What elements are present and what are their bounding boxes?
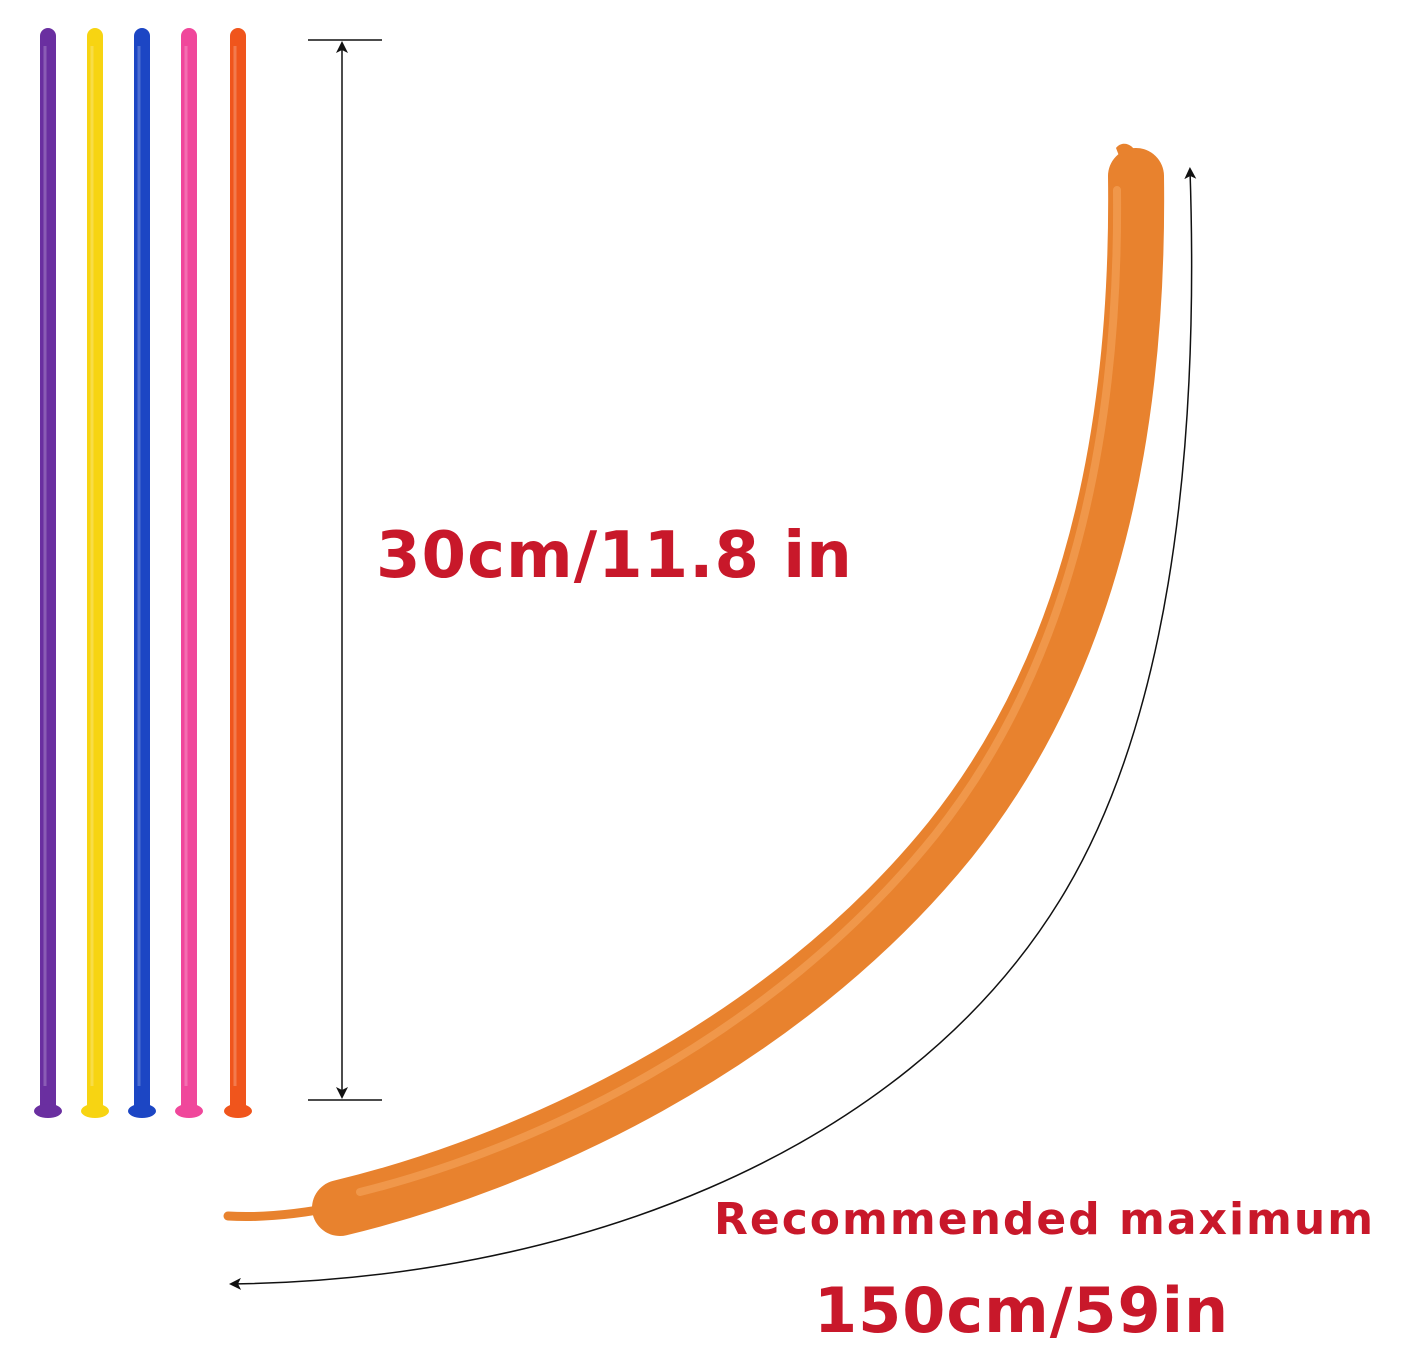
- deflated-balloon-neck: [34, 1104, 62, 1118]
- deflated-balloon-pink: [175, 28, 203, 1118]
- deflated-balloons-group: [34, 28, 252, 1118]
- deflated-balloon-yellow: [81, 28, 109, 1118]
- deflated-balloon-neck: [224, 1104, 252, 1118]
- height-measurement: [308, 39, 382, 1101]
- recommended-maximum-caption: Recommended maximum: [714, 1194, 1376, 1245]
- deflated-balloon-purple: [34, 28, 62, 1118]
- curved-length-arrow: [229, 167, 1197, 1290]
- balloon-knot: [1116, 143, 1142, 174]
- deflated-balloon-neck: [128, 1104, 156, 1118]
- inflated-balloon: [223, 143, 1165, 1236]
- deflated-balloon-neck: [81, 1104, 109, 1118]
- deflated-balloon-neck: [175, 1104, 203, 1118]
- balloon-body: [312, 148, 1165, 1236]
- max-length-label: 150cm/59in: [814, 1274, 1230, 1347]
- deflated-balloon-blue: [128, 28, 156, 1118]
- deflated-balloon-orange: [224, 28, 252, 1118]
- deflated-length-label: 30cm/11.8 in: [376, 519, 853, 593]
